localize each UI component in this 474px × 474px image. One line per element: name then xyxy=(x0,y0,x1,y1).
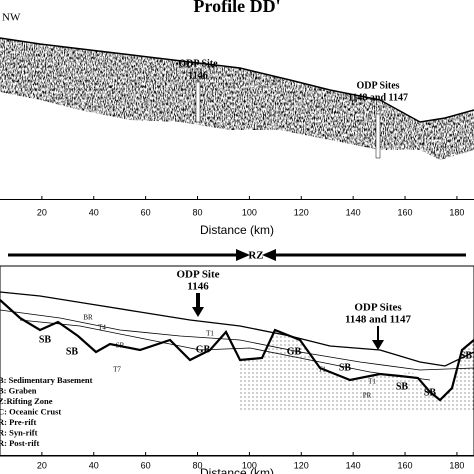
seafloor-reflector xyxy=(0,37,474,123)
site-label: ODP Sites xyxy=(354,302,402,314)
section-label: SB xyxy=(339,362,352,373)
top-axis-line xyxy=(0,199,474,200)
site-label: ODP Site xyxy=(176,269,219,281)
tick-label: 100 xyxy=(242,460,257,470)
legend-entry: R: Post-rift xyxy=(0,438,39,448)
site-1148-well xyxy=(375,113,381,159)
section-label: T4 xyxy=(98,324,106,332)
site-label: 1146 xyxy=(187,281,209,293)
tick-label: 20 xyxy=(37,207,47,217)
tick-label: 40 xyxy=(89,460,99,470)
tick-label: 100 xyxy=(242,207,257,217)
section-label: SB xyxy=(66,346,79,357)
seafloor-line xyxy=(0,291,474,367)
basement-fill xyxy=(240,330,474,410)
title: Profile DD' xyxy=(193,0,280,16)
tick-label: 120 xyxy=(294,460,309,470)
direction: NW xyxy=(2,12,21,24)
basement-line xyxy=(0,299,474,402)
section-label: SB xyxy=(424,387,437,398)
tick-label: 160 xyxy=(398,460,413,470)
section-label: PR xyxy=(363,392,372,400)
tick-label: 20 xyxy=(37,460,47,470)
site-label: 1148 and 1147 xyxy=(348,92,408,103)
site-label: ODP Sites xyxy=(356,80,399,91)
section-label: SB xyxy=(39,334,52,345)
bottom-panel-frame xyxy=(0,265,474,457)
section-label: GB xyxy=(196,344,211,355)
bottom-axis-line xyxy=(0,455,474,456)
section-label: SB xyxy=(396,381,409,392)
horizon-t1 xyxy=(0,309,474,371)
tick-label: 180 xyxy=(449,207,464,217)
site-label: ODP Site xyxy=(178,58,218,69)
section-label: GB xyxy=(287,346,302,357)
site-arrow-head xyxy=(372,340,384,350)
site-arrow-head xyxy=(192,307,204,317)
section-label: BR xyxy=(83,314,93,322)
legend-entry: B: Sedimentary Basement xyxy=(0,375,93,385)
tick-label: 160 xyxy=(398,207,413,217)
axis-label: Distance (km) xyxy=(200,466,274,474)
legend-entry: R: Pre-rift xyxy=(0,417,36,427)
tick-label: 80 xyxy=(193,460,203,470)
tick-label: 140 xyxy=(346,207,361,217)
legend-entry: B: Graben xyxy=(0,385,37,395)
site-1146-well xyxy=(195,81,201,123)
legend-entry: C: Oceanic Crust xyxy=(0,406,61,416)
tick-label: 40 xyxy=(89,207,99,217)
section-label: T7 xyxy=(113,366,121,374)
site-label: 1148 and 1147 xyxy=(345,314,412,326)
legend-entry: R: Syn-rift xyxy=(0,427,38,437)
rz-arrow xyxy=(8,249,466,261)
tick-label: 60 xyxy=(141,207,151,217)
section-label: T1 xyxy=(368,378,376,386)
horizon-t4 xyxy=(19,319,431,381)
axis-label: Distance (km) xyxy=(200,223,274,237)
section-label: T1 xyxy=(206,330,214,338)
tick-label: 140 xyxy=(346,460,361,470)
section-label: SR xyxy=(116,342,125,350)
tick-label: 180 xyxy=(449,460,464,470)
section-label: SB xyxy=(460,350,473,361)
legend-entry: Z:Rifting Zone xyxy=(0,396,53,406)
tick-label: 120 xyxy=(294,207,309,217)
tick-label: 60 xyxy=(141,460,151,470)
section-label: T1 xyxy=(318,366,326,374)
tick-label: 80 xyxy=(193,207,203,217)
rz-label: RZ xyxy=(248,250,263,262)
site-label: 1146 xyxy=(188,70,207,81)
